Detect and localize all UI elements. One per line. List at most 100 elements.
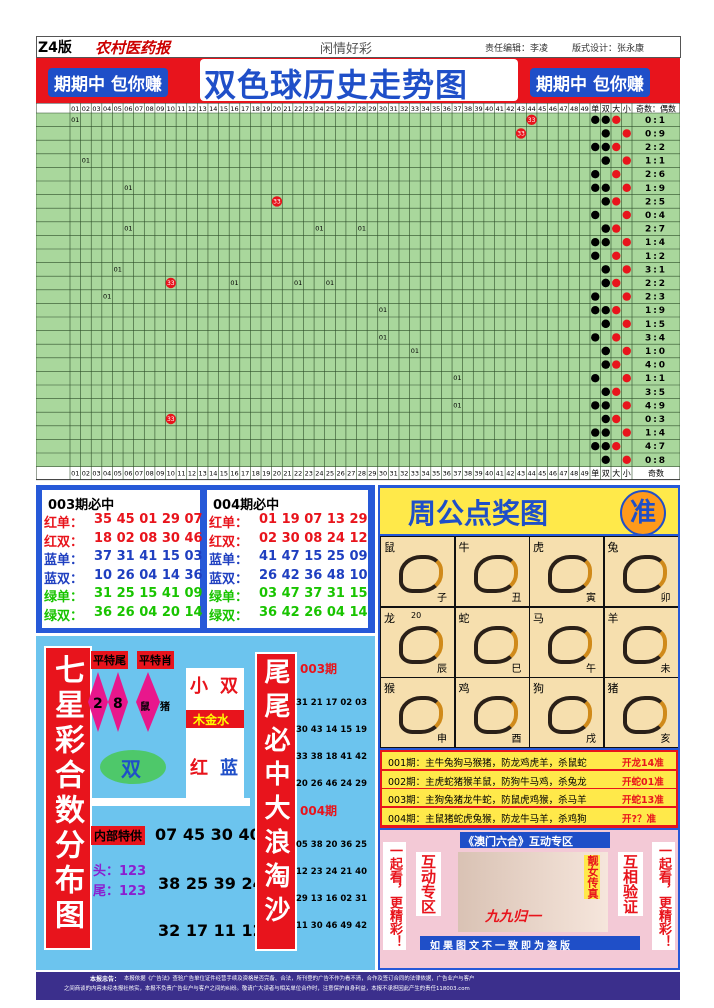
column-label: 33: [411, 470, 419, 478]
edition: Z4版: [38, 40, 72, 56]
column-label: 31: [390, 105, 398, 113]
zodiac-branch: 亥: [660, 734, 671, 745]
zodiac-animal: 兔: [607, 541, 619, 554]
pick-label: 绿单：: [209, 590, 249, 605]
line-bg: [382, 789, 676, 806]
dot: [591, 115, 600, 124]
pick-numbers: 02 30 08 24 12: [259, 530, 368, 546]
cell-number: 01: [124, 225, 132, 233]
dot: [622, 401, 631, 410]
dot: [591, 333, 600, 342]
slogan: 期期中 包你赚: [48, 68, 168, 97]
paper-name: 农村医药报: [95, 39, 171, 57]
column-label: 29: [368, 105, 376, 113]
column-label: 09: [156, 470, 164, 478]
cell-number: 01: [326, 279, 334, 287]
dot: [601, 401, 610, 410]
dot: [612, 306, 621, 315]
zodiac-animal: 羊: [607, 611, 619, 625]
zodiac-branch: 卯: [660, 593, 671, 604]
editor: 责任编辑：李凌: [485, 44, 549, 54]
footer-label: 本报忠告：: [90, 976, 121, 983]
pick-numbers: 36 42 26 04 14: [259, 604, 368, 620]
dot: [612, 142, 621, 152]
cell-number: 01: [453, 374, 461, 382]
column-label: 43: [517, 470, 525, 478]
dot: [591, 306, 600, 315]
zodiac-art: [473, 696, 518, 734]
column-label: 21: [283, 105, 291, 113]
banner-title: 双色球历史走势图: [204, 66, 469, 104]
ball: [515, 128, 527, 139]
column-label: 40: [485, 105, 493, 113]
zodiac-branch: 寅: [586, 593, 596, 604]
band: [186, 710, 244, 728]
zhougong-title: 周公点奖图: [408, 497, 549, 530]
column-label: 17: [241, 105, 249, 113]
cell-number: 01: [114, 265, 122, 273]
column-label: 38: [464, 470, 472, 478]
dot: [591, 210, 600, 220]
white-band: [90, 798, 250, 806]
zodiac-animal: 鼠: [384, 541, 395, 554]
pick-label: 绿单：: [44, 590, 84, 605]
column-label: 38: [464, 105, 472, 113]
dot: [591, 183, 600, 192]
diamonds: [88, 672, 160, 732]
column-label: 37: [453, 470, 461, 478]
column-label: 32: [400, 105, 408, 113]
ratio: 3:4: [645, 333, 667, 343]
ratio: 1:0: [645, 347, 667, 357]
column-label: 20: [273, 105, 281, 113]
column-label: 02: [82, 470, 90, 478]
dot: [612, 224, 621, 233]
column-label: 10: [167, 105, 175, 113]
column-label: 44: [527, 105, 535, 113]
column-label: 42: [506, 470, 514, 478]
dot: [612, 387, 621, 396]
title-box: [44, 646, 92, 950]
column-label: 12: [188, 470, 196, 478]
ratio: 1:4: [645, 429, 667, 439]
issue-numbers: 33 38 18 41 42: [296, 752, 367, 762]
column-label: 01: [71, 470, 79, 478]
dot: [591, 170, 600, 179]
side-label: 大: [612, 468, 620, 478]
title-box: [255, 652, 297, 951]
dot: [591, 374, 600, 383]
column-label: 34: [421, 470, 429, 478]
pick-title: 003期必中: [48, 498, 115, 513]
dot: [601, 265, 610, 274]
cell-number: 01: [103, 293, 111, 301]
qixing-title: 七星彩合数分布图: [49, 654, 84, 934]
ratio: 4:9: [645, 401, 667, 411]
column-label: 15: [220, 105, 228, 113]
column-label: 09: [156, 105, 164, 113]
badge: 准: [620, 490, 666, 536]
dot: [601, 129, 610, 138]
zodiac-art: [548, 696, 592, 734]
dot: [612, 333, 621, 342]
column-label: 14: [209, 105, 217, 113]
column-label: 28: [358, 105, 366, 113]
zodiac-branch: 未: [660, 663, 671, 675]
ratio: 1:1: [645, 374, 667, 384]
column-label: 07: [135, 105, 143, 113]
column-label: 21: [283, 470, 291, 478]
prediction: 004期：主鼠猪蛇虎兔猴，防龙牛马羊，杀鸡狗: [388, 813, 587, 825]
pick-label: 红双：: [209, 534, 249, 550]
column-label: 01: [71, 105, 79, 113]
zodiac-branch: 申: [437, 734, 447, 745]
ratio: 0:1: [645, 116, 667, 126]
issue-numbers: 20 26 46 24 29: [296, 779, 367, 789]
column-name: 闲情好彩: [320, 42, 373, 57]
column-label: 39: [474, 470, 482, 478]
ball: [165, 413, 177, 425]
footer-text: 之间商谈的内容未经本报社核实，本报不负责广告业户与客户之间的纠纷。敬请广大读者与…: [64, 986, 470, 992]
zodiac-art: [548, 625, 592, 664]
zone: 互动专区: [416, 852, 441, 916]
side-label: 大: [612, 104, 620, 114]
column-label: 25: [326, 470, 334, 478]
zodiac-art: [622, 555, 667, 593]
dot: [601, 319, 610, 328]
